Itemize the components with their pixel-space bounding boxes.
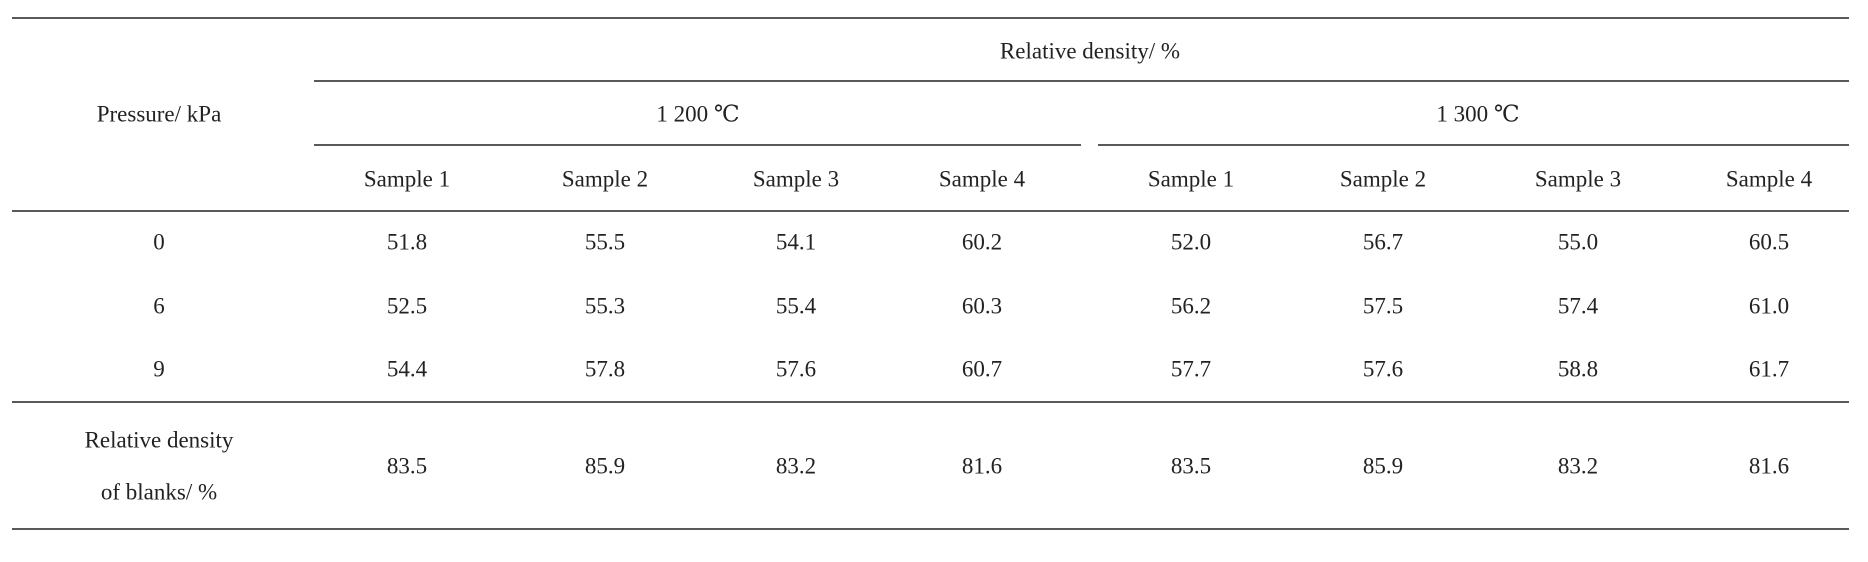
cell: 55.3 [585, 293, 625, 318]
cell: 54.4 [387, 356, 428, 381]
cell: 55.0 [1558, 229, 1598, 254]
row-label: 6 [153, 293, 165, 318]
cell: 57.7 [1171, 356, 1211, 381]
temperature-header: 1 200 ℃ [656, 101, 739, 126]
sample-header: Sample 1 [1148, 166, 1234, 191]
cell: 51.8 [387, 229, 427, 254]
footer-cell: 83.2 [776, 453, 816, 478]
cell: 57.5 [1363, 293, 1403, 318]
row-label: 9 [153, 356, 165, 381]
cell: 54.1 [776, 229, 816, 254]
cell: 55.4 [776, 293, 817, 318]
sample-header: Sample 4 [939, 166, 1026, 191]
sample-header: Sample 1 [364, 166, 450, 191]
row-label-header: Pressure/ kPa [97, 101, 222, 126]
sample-header: Sample 2 [1340, 166, 1426, 191]
cell: 60.2 [962, 229, 1002, 254]
cell: 57.6 [776, 356, 816, 381]
footer-cell: 85.9 [1363, 453, 1403, 478]
cell: 57.6 [1363, 356, 1403, 381]
footer-label: Relative density [85, 427, 234, 452]
sample-header: Sample 4 [1726, 166, 1813, 191]
footer-cell: 83.5 [387, 453, 427, 478]
footer-cell: 81.6 [962, 453, 1002, 478]
row-label: 0 [153, 229, 165, 254]
cell: 56.7 [1363, 229, 1403, 254]
cell: 60.7 [962, 356, 1002, 381]
footer-cell: 83.2 [1558, 453, 1598, 478]
group-label: Relative density/ % [1000, 38, 1180, 63]
sample-header: Sample 3 [1535, 166, 1621, 191]
footer-label: of blanks/ % [101, 479, 217, 504]
cell: 57.8 [585, 356, 625, 381]
footer-cell: 83.5 [1171, 453, 1211, 478]
temperature-header: 1 300 ℃ [1436, 101, 1519, 126]
cell: 52.5 [387, 293, 427, 318]
cell: 61.0 [1749, 293, 1789, 318]
sample-header: Sample 2 [562, 166, 648, 191]
cell: 55.5 [585, 229, 625, 254]
footer-cell: 81.6 [1749, 453, 1789, 478]
footer-cell: 85.9 [585, 453, 625, 478]
cell: 52.0 [1171, 229, 1211, 254]
cell: 60.5 [1749, 229, 1789, 254]
cell: 56.2 [1171, 293, 1211, 318]
cell: 60.3 [962, 293, 1002, 318]
cell: 58.8 [1558, 356, 1598, 381]
sample-header: Sample 3 [753, 166, 839, 191]
cell: 61.7 [1749, 356, 1789, 381]
cell: 57.4 [1558, 293, 1599, 318]
